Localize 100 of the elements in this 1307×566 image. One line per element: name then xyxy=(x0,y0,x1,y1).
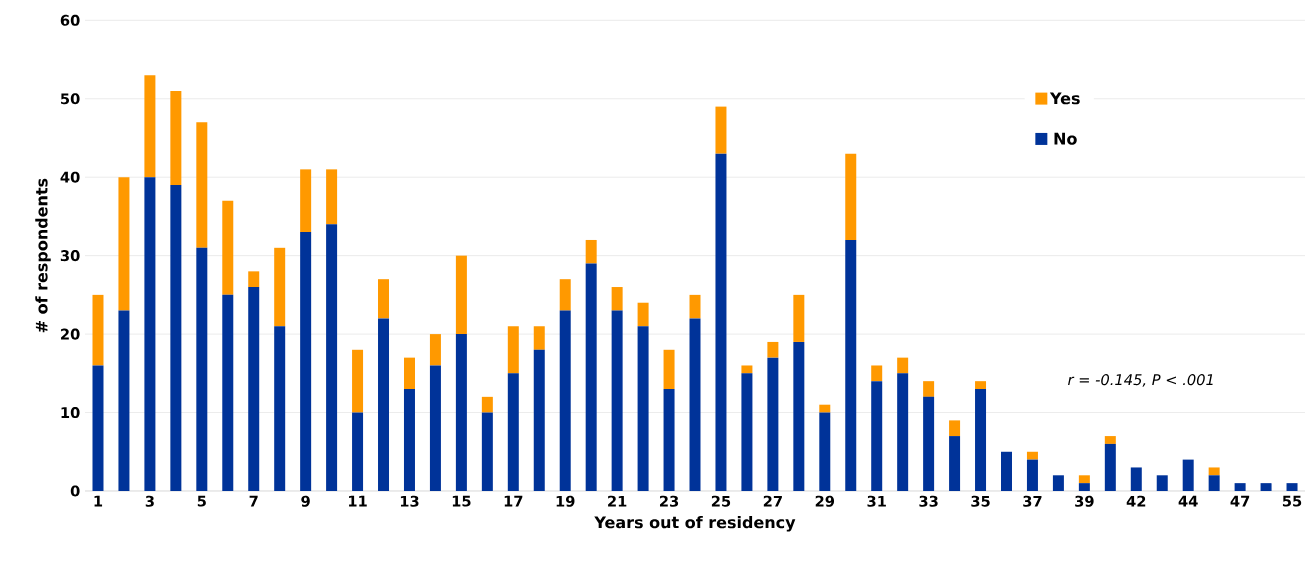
bar xyxy=(1130,467,1142,491)
bar xyxy=(429,365,441,491)
x-tick-label: 3 xyxy=(145,495,154,507)
bar xyxy=(196,247,208,491)
bar xyxy=(1026,451,1038,460)
bar xyxy=(1104,436,1116,444)
bar xyxy=(533,349,545,491)
x-tick-label: 17 xyxy=(504,495,523,507)
y-axis-title: # of respondents xyxy=(35,178,51,333)
x-tick-label: 5 xyxy=(197,495,206,507)
bar xyxy=(845,153,857,240)
bar xyxy=(118,177,130,311)
bar xyxy=(507,326,519,374)
y-tick-label: 40 xyxy=(60,171,80,183)
bar xyxy=(144,177,156,491)
bar xyxy=(559,310,571,491)
bar xyxy=(481,396,493,413)
x-tick-label: 9 xyxy=(301,495,310,507)
x-tick-label: 55 xyxy=(1282,495,1302,507)
bar xyxy=(585,239,597,264)
y-tick-label: 50 xyxy=(61,93,80,105)
x-tick-label: 21 xyxy=(608,495,627,507)
x-tick-label: 13 xyxy=(400,495,419,507)
x-tick-label: 27 xyxy=(763,495,782,507)
bar xyxy=(481,412,493,491)
bar xyxy=(326,169,338,225)
x-tick-label: 33 xyxy=(919,495,938,507)
x-tick-label: 47 xyxy=(1230,495,1250,507)
bar xyxy=(819,404,831,413)
bar xyxy=(923,381,935,397)
bar xyxy=(585,263,597,491)
bar xyxy=(689,318,701,491)
bar xyxy=(248,287,260,491)
x-tick-label: 39 xyxy=(1075,495,1094,507)
bar xyxy=(300,169,312,233)
bar xyxy=(403,389,415,491)
bar xyxy=(975,389,987,491)
bar xyxy=(222,200,234,295)
annotation: r = -0.145, P < .001 xyxy=(1068,374,1213,387)
x-tick-label: 25 xyxy=(711,495,731,507)
bar xyxy=(1078,475,1090,484)
bar xyxy=(715,153,727,491)
bar xyxy=(507,373,519,491)
x-tick-label: 31 xyxy=(867,495,886,507)
bar xyxy=(949,436,961,491)
y-tick-label: 10 xyxy=(61,407,80,419)
bar xyxy=(1182,459,1194,491)
bar xyxy=(715,106,727,154)
bar xyxy=(637,302,649,327)
legend-label: Yes xyxy=(1049,92,1080,105)
bar xyxy=(144,75,156,178)
x-tick-label: 37 xyxy=(1023,495,1042,507)
bar xyxy=(170,185,182,491)
y-tick-label: 20 xyxy=(61,328,80,340)
bar xyxy=(975,381,987,390)
bar xyxy=(378,279,390,319)
bar xyxy=(767,341,779,358)
x-tick-label: 1 xyxy=(94,495,103,507)
bar xyxy=(403,357,415,390)
x-tick-label: 11 xyxy=(349,495,367,507)
bar xyxy=(352,412,364,491)
bar xyxy=(663,349,675,390)
bar xyxy=(611,310,623,491)
x-tick-label: 29 xyxy=(815,495,835,507)
bar xyxy=(559,279,571,311)
x-tick-label: 7 xyxy=(249,495,258,507)
bar xyxy=(1208,467,1220,476)
bar xyxy=(637,326,649,491)
bar xyxy=(1208,475,1220,491)
bar xyxy=(118,310,130,491)
x-tick-label: 44 xyxy=(1178,495,1198,507)
bar xyxy=(871,365,883,382)
bar xyxy=(1104,443,1116,491)
bar xyxy=(274,247,286,327)
bar xyxy=(378,318,390,491)
bar xyxy=(1286,483,1298,491)
bar xyxy=(663,389,675,491)
y-tick-label: 0 xyxy=(70,485,80,497)
bar xyxy=(274,326,286,491)
y-tick-label: 30 xyxy=(60,250,80,262)
bar xyxy=(1156,475,1168,491)
bar xyxy=(1078,483,1090,491)
bar xyxy=(92,294,104,366)
bar xyxy=(1260,483,1272,491)
bar xyxy=(533,326,545,350)
bar xyxy=(429,334,441,366)
bar xyxy=(1234,483,1246,491)
x-axis-title: Years out of residency xyxy=(594,515,796,532)
bar xyxy=(741,365,753,374)
bar xyxy=(92,365,104,491)
bar xyxy=(793,294,805,342)
bar xyxy=(897,373,909,491)
x-tick-label: 35 xyxy=(971,495,990,507)
bar xyxy=(1026,459,1038,491)
bar xyxy=(222,294,234,491)
bar xyxy=(1000,451,1012,491)
bar xyxy=(845,239,857,491)
bar xyxy=(793,341,805,491)
bar xyxy=(455,334,467,491)
y-tick-label: 60 xyxy=(60,14,80,26)
